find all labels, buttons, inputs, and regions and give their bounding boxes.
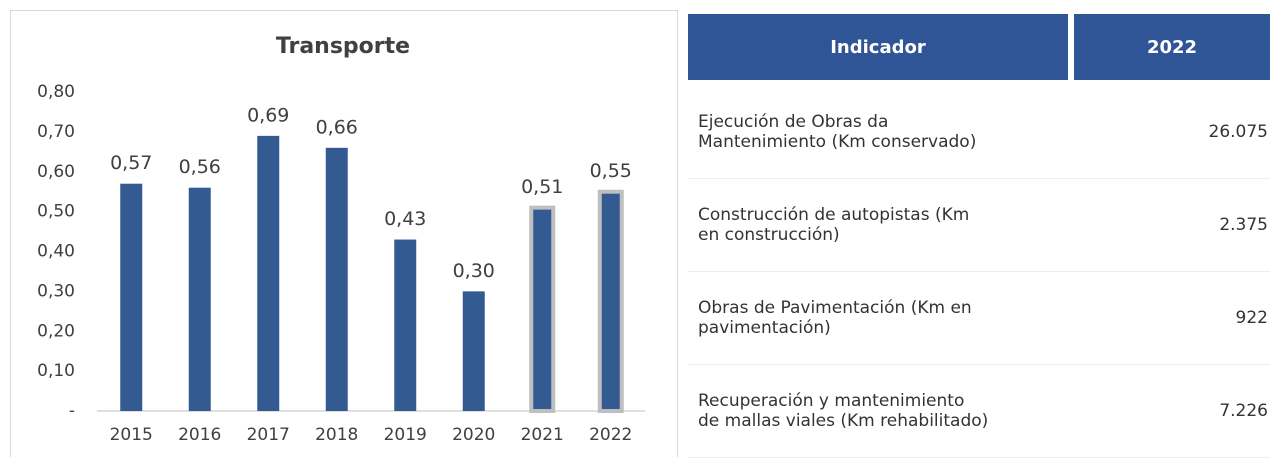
row-value: 2.375 (1219, 214, 1268, 235)
row-label-line: de mallas viales (Km rehabilitado) (698, 410, 989, 431)
y-tick-label: 0,60 (37, 162, 75, 182)
row-label: Construcción de autopistas (Km en constru… (698, 205, 969, 245)
value-label: 0,56 (179, 156, 221, 178)
row-label-line: Obras de Pavimentación (Km en (698, 297, 972, 318)
y-tick-label: 0,50 (37, 202, 75, 222)
bar (325, 147, 348, 411)
bar (188, 187, 211, 411)
row-value: 26.075 (1208, 121, 1268, 142)
header-cell: 2022 (1074, 14, 1270, 80)
bar (120, 183, 143, 411)
value-label: 0,55 (590, 160, 632, 182)
table-row: Recuperación y mantenimiento de mallas vi… (688, 364, 1270, 458)
header-text: 2022 (1146, 36, 1198, 58)
header-cell: Indicador (688, 14, 1068, 80)
value-label: 0,51 (521, 176, 563, 198)
value-label: 0,30 (453, 260, 495, 282)
table-row: Ejecución de Obras da Mantenimiento (Km c… (688, 85, 1270, 179)
row-label: Recuperación y mantenimiento de mallas vi… (698, 391, 988, 431)
value-label: 0,57 (110, 152, 152, 174)
y-tick-label: 0,10 (37, 361, 75, 381)
x-tick-label: 2019 (384, 425, 427, 445)
value-label: 0,69 (247, 104, 289, 126)
y-tick-label: 0,80 (37, 82, 75, 102)
row-label-line: Construcción de autopistas (Km (698, 204, 970, 225)
bar (529, 205, 556, 413)
row-value: 7.226 (1219, 400, 1268, 421)
x-tick-label: 2022 (589, 425, 632, 445)
x-tick-label: 2015 (110, 425, 153, 445)
table-row: Construcción de autopistas (Km en constru… (688, 178, 1270, 272)
table-row: Obras de Pavimentación (Km en pavimentaci… (688, 271, 1270, 365)
row-value: 922 (1235, 307, 1268, 328)
row-label-line: Ejecución de Obras da (698, 111, 889, 132)
bar (462, 291, 485, 411)
y-tick-label: 0,70 (37, 122, 75, 142)
row-label-line: Mantenimiento (Km conservado) (698, 131, 977, 152)
x-tick-label: 2016 (178, 425, 221, 445)
x-tick-label: 2018 (315, 425, 358, 445)
value-label: 0,43 (384, 208, 426, 230)
bar (597, 189, 624, 413)
y-tick-label: - (69, 401, 75, 421)
chart-title: Transporte (276, 34, 410, 59)
y-tick-label: 0,20 (37, 321, 75, 341)
chart: Transporte - 0,10 0,20 0,30 0,40 0,50 0,60 0,70… (10, 10, 678, 457)
x-tick-label: 2017 (247, 425, 290, 445)
value-label: 0,66 (316, 116, 358, 138)
bar (394, 239, 417, 411)
row-label: Obras de Pavimentación (Km en pavimentaci… (698, 298, 972, 338)
row-label-line: en construcción) (698, 224, 840, 245)
header-text: Indicador (830, 36, 926, 58)
y-tick-label: 0,40 (37, 242, 75, 262)
x-tick-label: 2020 (452, 425, 495, 445)
y-tick-label: 0,30 (37, 281, 75, 301)
x-tick-label: 2021 (521, 425, 564, 445)
row-label: Ejecución de Obras da Mantenimiento (Km c… (698, 112, 976, 152)
row-label-line: Recuperación y mantenimiento (698, 390, 965, 411)
chart-frame (10, 10, 678, 457)
bar (257, 135, 280, 412)
row-label-line: pavimentación) (698, 317, 831, 338)
